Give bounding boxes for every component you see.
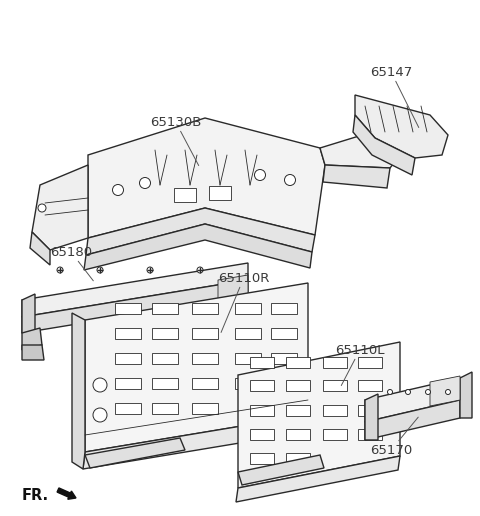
Bar xyxy=(286,357,310,367)
Polygon shape xyxy=(460,372,472,418)
Bar xyxy=(192,302,218,314)
Bar xyxy=(358,379,382,391)
Text: 65110R: 65110R xyxy=(218,271,269,332)
Polygon shape xyxy=(323,165,390,188)
Bar xyxy=(323,357,347,367)
Text: 65130B: 65130B xyxy=(150,116,202,166)
Bar xyxy=(235,302,261,314)
Bar xyxy=(192,352,218,363)
Bar xyxy=(323,379,347,391)
Circle shape xyxy=(140,178,151,188)
Polygon shape xyxy=(72,313,85,469)
Bar xyxy=(271,352,297,363)
Polygon shape xyxy=(22,263,248,317)
Polygon shape xyxy=(85,438,185,468)
Circle shape xyxy=(425,390,431,395)
FancyArrow shape xyxy=(57,488,76,499)
Polygon shape xyxy=(85,283,308,452)
Polygon shape xyxy=(84,224,312,270)
Polygon shape xyxy=(30,232,50,265)
Polygon shape xyxy=(22,345,44,360)
Bar xyxy=(286,379,310,391)
Polygon shape xyxy=(32,165,88,250)
Bar xyxy=(358,405,382,415)
Bar xyxy=(271,328,297,338)
Circle shape xyxy=(406,390,410,395)
Bar xyxy=(115,302,141,314)
Bar xyxy=(115,402,141,413)
Polygon shape xyxy=(236,456,400,502)
Bar xyxy=(250,357,274,367)
Text: 65147: 65147 xyxy=(370,66,419,127)
Bar xyxy=(235,352,261,363)
Bar xyxy=(152,402,178,413)
Bar xyxy=(323,428,347,440)
Bar xyxy=(286,428,310,440)
Bar xyxy=(115,352,141,363)
Bar xyxy=(323,405,347,415)
Bar xyxy=(250,405,274,415)
Bar xyxy=(174,188,196,202)
Bar xyxy=(209,186,231,200)
Bar xyxy=(152,352,178,363)
Circle shape xyxy=(445,390,451,395)
Bar xyxy=(192,328,218,338)
Polygon shape xyxy=(238,455,324,485)
Circle shape xyxy=(93,378,107,392)
Polygon shape xyxy=(22,328,42,350)
Circle shape xyxy=(197,267,203,273)
Text: 65180: 65180 xyxy=(50,246,93,281)
Circle shape xyxy=(387,390,393,395)
Text: 65110L: 65110L xyxy=(335,344,384,385)
Circle shape xyxy=(147,267,153,273)
Polygon shape xyxy=(365,394,378,440)
Bar xyxy=(115,378,141,389)
Polygon shape xyxy=(83,415,308,469)
Polygon shape xyxy=(430,376,460,406)
Bar xyxy=(235,378,261,389)
Bar xyxy=(152,378,178,389)
Bar xyxy=(250,453,274,463)
Circle shape xyxy=(38,204,46,212)
Circle shape xyxy=(254,169,265,181)
Polygon shape xyxy=(22,280,248,333)
Circle shape xyxy=(97,267,103,273)
Bar xyxy=(271,302,297,314)
Text: 65170: 65170 xyxy=(370,417,418,457)
Polygon shape xyxy=(86,208,315,255)
Bar xyxy=(115,328,141,338)
Polygon shape xyxy=(238,342,400,488)
Bar xyxy=(358,428,382,440)
Bar xyxy=(271,378,297,389)
Bar xyxy=(152,302,178,314)
Polygon shape xyxy=(355,95,448,158)
Bar xyxy=(235,328,261,338)
Circle shape xyxy=(112,185,123,196)
Bar xyxy=(286,453,310,463)
Polygon shape xyxy=(365,378,460,422)
Circle shape xyxy=(285,174,296,185)
Bar xyxy=(152,328,178,338)
Bar xyxy=(286,405,310,415)
Bar xyxy=(192,402,218,413)
Bar xyxy=(192,378,218,389)
Bar xyxy=(250,428,274,440)
Polygon shape xyxy=(88,118,325,238)
Text: FR.: FR. xyxy=(22,488,49,503)
Polygon shape xyxy=(320,128,408,168)
Bar xyxy=(250,379,274,391)
Polygon shape xyxy=(218,275,248,300)
Bar xyxy=(358,357,382,367)
Circle shape xyxy=(57,267,63,273)
Circle shape xyxy=(93,408,107,422)
Polygon shape xyxy=(22,294,35,333)
Polygon shape xyxy=(365,400,460,440)
Polygon shape xyxy=(353,115,415,175)
